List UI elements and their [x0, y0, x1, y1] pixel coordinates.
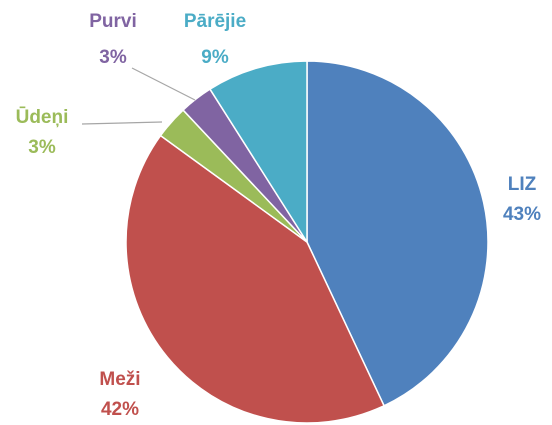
- category-label: Meži: [99, 369, 140, 390]
- category-label: Pārējie: [184, 11, 246, 32]
- pie-slice: [125, 134, 386, 424]
- leader-line: [81, 121, 163, 125]
- value-label: 42%: [101, 399, 139, 420]
- value-label: 43%: [503, 204, 541, 225]
- category-label: LIZ: [508, 174, 537, 195]
- value-label: 3%: [28, 137, 56, 158]
- leader-line: [131, 67, 196, 101]
- category-label: Ūdeņi: [16, 107, 69, 128]
- pie-slice: [208, 60, 308, 245]
- value-label: 3%: [99, 47, 127, 68]
- category-label: Purvi: [89, 11, 137, 32]
- value-label: 9%: [201, 47, 229, 68]
- pie-slice: [306, 60, 489, 407]
